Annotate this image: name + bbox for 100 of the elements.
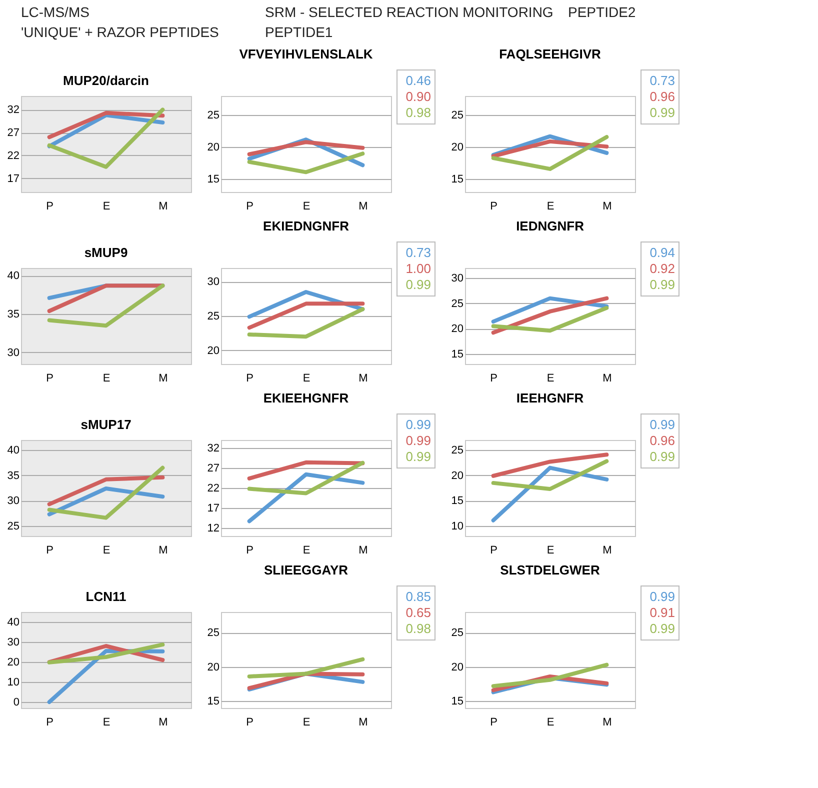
y-tick-label: 25 xyxy=(7,520,20,532)
x-tick-label: P xyxy=(490,716,498,728)
y-tick-label: 20 xyxy=(207,142,220,154)
text: 0.85 xyxy=(406,589,431,604)
text: 0.99 xyxy=(406,277,431,292)
x-tick-label: E xyxy=(102,544,110,556)
chart-title: EKIEDNGNFR xyxy=(263,218,350,234)
x-tick-label: P xyxy=(46,372,54,384)
y-tick-label: 25 xyxy=(207,310,220,322)
y-tick-label: 30 xyxy=(7,636,20,648)
y-tick-label: 22 xyxy=(207,482,220,494)
x-tick-label: E xyxy=(546,544,554,556)
text: PEPTIDE2 xyxy=(568,4,636,20)
text: 0.99 xyxy=(650,449,675,464)
text: 1.00 xyxy=(406,261,431,276)
chart-title: SLSTDELGWER xyxy=(500,562,600,578)
text: 0.96 xyxy=(650,433,675,448)
x-tick-label: E xyxy=(102,716,110,728)
text: 0.73 xyxy=(650,73,675,88)
x-tick-label: E xyxy=(102,200,110,212)
x-tick-label: M xyxy=(158,200,168,212)
y-tick-label: 35 xyxy=(7,470,20,482)
y-tick-label: 17 xyxy=(207,502,220,514)
chart-title: MUP20/darcin xyxy=(63,73,150,88)
y-tick-label: 12 xyxy=(207,522,220,534)
y-tick-label: 30 xyxy=(7,495,20,508)
x-tick-label: M xyxy=(602,200,612,212)
text: 0.99 xyxy=(406,433,431,448)
y-tick-label: 20 xyxy=(451,470,464,482)
x-tick-label: P xyxy=(246,544,254,556)
x-tick-label: M xyxy=(602,372,612,384)
y-tick-label: 30 xyxy=(7,346,20,359)
x-tick-label: E xyxy=(302,544,310,556)
chart-title: FAQLSEEHGIVR xyxy=(499,46,602,62)
y-tick-label: 35 xyxy=(7,308,20,321)
x-tick-label: P xyxy=(46,544,54,556)
x-tick-label: E xyxy=(302,200,310,212)
y-tick-label: 0 xyxy=(13,696,20,708)
text: 0.73 xyxy=(406,245,431,260)
y-tick-label: 10 xyxy=(7,676,20,688)
x-tick-label: M xyxy=(358,372,368,384)
x-tick-label: E xyxy=(546,200,554,212)
chart-title: sMUP17 xyxy=(80,417,132,432)
y-tick-label: 20 xyxy=(207,344,220,357)
x-tick-label: M xyxy=(158,372,168,384)
y-tick-label: 15 xyxy=(207,174,220,186)
x-tick-label: M xyxy=(358,200,368,212)
text: 0.90 xyxy=(406,89,431,104)
y-tick-label: 15 xyxy=(207,696,220,708)
x-tick-label: E xyxy=(302,716,310,728)
y-tick-label: 20 xyxy=(451,142,464,154)
x-tick-label: M xyxy=(158,544,168,556)
text: 0.99 xyxy=(406,417,431,432)
y-tick-label: 15 xyxy=(451,696,464,708)
text: 0.99 xyxy=(650,589,675,604)
x-tick-label: P xyxy=(246,200,254,212)
y-tick-label: 40 xyxy=(7,616,20,628)
y-tick-label: 25 xyxy=(207,110,220,122)
y-tick-label: 15 xyxy=(451,174,464,186)
x-tick-label: M xyxy=(602,544,612,556)
x-tick-label: E xyxy=(546,372,554,384)
x-tick-label: P xyxy=(490,200,498,212)
text: 0.92 xyxy=(650,261,675,276)
text: 0.99 xyxy=(650,621,675,636)
y-tick-label: 27 xyxy=(207,462,220,474)
y-tick-label: 25 xyxy=(451,444,464,457)
chart-title: sMUP9 xyxy=(84,245,128,260)
x-tick-label: M xyxy=(158,716,168,728)
y-tick-label: 15 xyxy=(451,348,464,360)
chart-title: IEEHGNFR xyxy=(516,390,584,406)
y-tick-label: 27 xyxy=(7,127,20,140)
y-tick-label: 15 xyxy=(451,495,464,508)
x-tick-label: M xyxy=(358,544,368,556)
x-tick-label: M xyxy=(602,716,612,728)
x-tick-label: P xyxy=(246,716,254,728)
chart-title: VFVEYIHVLENSLALK xyxy=(239,46,374,62)
text: 0.99 xyxy=(650,105,675,120)
y-tick-label: 25 xyxy=(451,110,464,122)
x-tick-label: E xyxy=(102,372,110,384)
chart-title: LCN11 xyxy=(86,589,126,604)
y-tick-label: 40 xyxy=(7,270,20,282)
text: 0.99 xyxy=(650,417,675,432)
y-tick-label: 30 xyxy=(207,276,220,288)
chart-title: EKIEEHGNFR xyxy=(263,390,350,406)
text: 0.65 xyxy=(406,605,431,620)
y-tick-label: 25 xyxy=(451,298,464,310)
text: 0.98 xyxy=(406,621,431,636)
text: 0.91 xyxy=(650,605,675,620)
text: 0.94 xyxy=(650,245,675,260)
y-tick-label: 20 xyxy=(207,661,220,674)
y-tick-label: 17 xyxy=(7,172,20,185)
text: LC-MS/MS xyxy=(21,4,90,20)
y-tick-label: 20 xyxy=(451,323,464,336)
x-tick-label: E xyxy=(302,372,310,384)
y-tick-label: 32 xyxy=(207,442,220,454)
text: 0.96 xyxy=(650,89,675,104)
text: 'UNIQUE' + RAZOR PEPTIDES xyxy=(21,24,219,40)
y-tick-label: 10 xyxy=(451,520,464,532)
x-tick-label: P xyxy=(490,372,498,384)
y-tick-label: 22 xyxy=(7,150,20,162)
